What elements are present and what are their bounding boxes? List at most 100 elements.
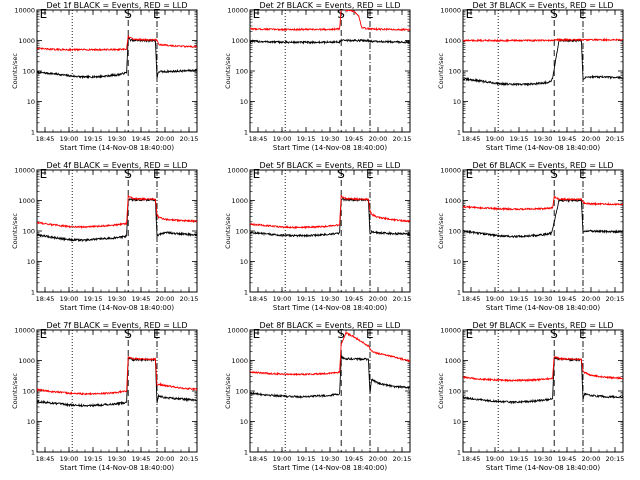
x-axis-label: Start Time (14-Nov-08 18:40:00)	[486, 144, 600, 152]
y-axis-label: Counts/sec	[224, 53, 232, 89]
series-line-events	[250, 197, 410, 238]
x-tick-label: 19:15	[510, 455, 529, 463]
series-group	[463, 356, 623, 405]
y-tick-label: 10000	[227, 327, 248, 335]
y-tick-label: 1000	[18, 37, 35, 45]
x-tick-label: 19:30	[108, 455, 127, 463]
panel-det-5f: Det 5f BLACK = Events, RED = LLD 1 10 100 10…	[224, 161, 411, 312]
saa-start-marker: S	[124, 167, 132, 181]
x-tick-label: 19:45	[558, 455, 577, 463]
y-tick-label: 10	[240, 98, 248, 106]
x-tick-label: 18:45	[36, 455, 55, 463]
y-tick-label: 100	[236, 388, 248, 396]
x-axis-label: Start Time (14-Nov-08 18:40:00)	[273, 304, 387, 312]
x-tick-label: 19:15	[297, 135, 316, 143]
saa-start-marker: S	[124, 327, 132, 341]
series-line-events	[250, 355, 410, 400]
eclipse-marker: E	[366, 7, 374, 21]
y-tick-label: 100	[23, 388, 35, 396]
series-group	[250, 330, 410, 400]
y-tick-label: 1000	[18, 197, 35, 205]
y-tick-label: 1000	[18, 357, 35, 365]
y-tick-label: 1000	[444, 37, 461, 45]
panel-det-2f: Det 2f BLACK = Events, RED = LLD 1 10 100 10…	[224, 1, 411, 152]
x-axis-label: Start Time (14-Nov-08 18:40:00)	[486, 464, 600, 472]
y-tick-label: 1000	[231, 197, 248, 205]
x-tick-label: 19:45	[345, 135, 364, 143]
eclipse-marker: E	[253, 7, 261, 21]
y-tick-label: 10	[240, 258, 248, 266]
series-line-events	[37, 197, 197, 243]
eclipse-marker: E	[466, 7, 474, 21]
eclipse-marker: E	[466, 167, 474, 181]
x-tick-label: 19:15	[84, 135, 103, 143]
x-tick-label: 19:00	[60, 455, 79, 463]
y-axis-label: Counts/sec	[11, 373, 19, 409]
y-tick-label: 10000	[227, 167, 248, 175]
panel-det-6f: Det 6f BLACK = Events, RED = LLD 1 10 100 10…	[437, 161, 624, 312]
x-tick-label: 18:45	[462, 135, 481, 143]
saa-start-marker: S	[337, 327, 345, 341]
saa-start-marker: S	[337, 167, 345, 181]
x-tick-label: 19:15	[84, 295, 103, 303]
x-tick-label: 20:15	[393, 455, 412, 463]
y-tick-label: 1	[244, 449, 248, 457]
x-tick-label: 20:15	[606, 455, 625, 463]
x-tick-label: 18:45	[249, 135, 268, 143]
x-tick-label: 19:45	[132, 455, 151, 463]
series-line-lld	[37, 356, 197, 396]
x-axis-label: Start Time (14-Nov-08 18:40:00)	[486, 304, 600, 312]
eclipse-marker: E	[366, 327, 374, 341]
x-axis-label: Start Time (14-Nov-08 18:40:00)	[60, 304, 174, 312]
y-tick-label: 10	[27, 418, 35, 426]
y-axis-label: Counts/sec	[224, 373, 232, 409]
series-line-lld	[463, 37, 623, 43]
y-tick-label: 10000	[440, 327, 461, 335]
y-tick-label: 10000	[14, 327, 35, 335]
series-line-events	[463, 38, 623, 87]
y-tick-label: 100	[236, 228, 248, 236]
y-tick-label: 1000	[231, 357, 248, 365]
eclipse-marker: E	[153, 167, 161, 181]
y-axis-label: Counts/sec	[437, 53, 445, 89]
x-tick-label: 18:45	[462, 295, 481, 303]
y-tick-label: 1	[457, 449, 461, 457]
x-tick-label: 20:00	[582, 135, 601, 143]
eclipse-marker: E	[366, 167, 374, 181]
x-tick-label: 20:15	[393, 135, 412, 143]
x-tick-label: 19:30	[108, 295, 127, 303]
x-tick-label: 19:45	[345, 295, 364, 303]
y-axis-label: Counts/sec	[437, 373, 445, 409]
y-tick-label: 100	[449, 228, 461, 236]
y-tick-label: 10000	[227, 7, 248, 15]
panel-det-3f: Det 3f BLACK = Events, RED = LLD 1 10 100 10…	[437, 1, 624, 152]
x-tick-label: 19:30	[534, 455, 553, 463]
x-tick-label: 19:00	[60, 135, 79, 143]
y-tick-label: 1	[31, 289, 35, 297]
x-tick-label: 20:00	[156, 455, 175, 463]
saa-start-marker: S	[124, 7, 132, 21]
x-tick-label: 19:30	[321, 455, 340, 463]
panel-title: Det 3f BLACK = Events, RED = LLD	[472, 1, 613, 10]
series-line-events	[463, 198, 623, 239]
y-tick-label: 10	[27, 98, 35, 106]
x-tick-label: 19:15	[297, 295, 316, 303]
x-tick-label: 19:30	[534, 135, 553, 143]
panel-det-4f: Det 4f BLACK = Events, RED = LLD 1 10 100 10…	[11, 161, 198, 312]
series-group	[37, 35, 197, 80]
y-axis-label: Counts/sec	[11, 53, 19, 89]
eclipse-marker: E	[40, 167, 48, 181]
eclipse-marker: E	[579, 7, 587, 21]
y-tick-label: 100	[23, 228, 35, 236]
y-tick-label: 10000	[440, 7, 461, 15]
panel-title: Det 9f BLACK = Events, RED = LLD	[472, 321, 613, 330]
x-tick-label: 20:00	[156, 295, 175, 303]
panel-det-9f: Det 9f BLACK = Events, RED = LLD 1 10 100 10…	[437, 321, 624, 472]
x-tick-label: 19:45	[132, 135, 151, 143]
series-group	[463, 37, 623, 87]
x-tick-label: 19:15	[297, 455, 316, 463]
eclipse-marker: E	[40, 7, 48, 21]
x-tick-label: 20:00	[369, 135, 388, 143]
series-line-lld	[250, 330, 410, 377]
y-tick-label: 1000	[231, 37, 248, 45]
